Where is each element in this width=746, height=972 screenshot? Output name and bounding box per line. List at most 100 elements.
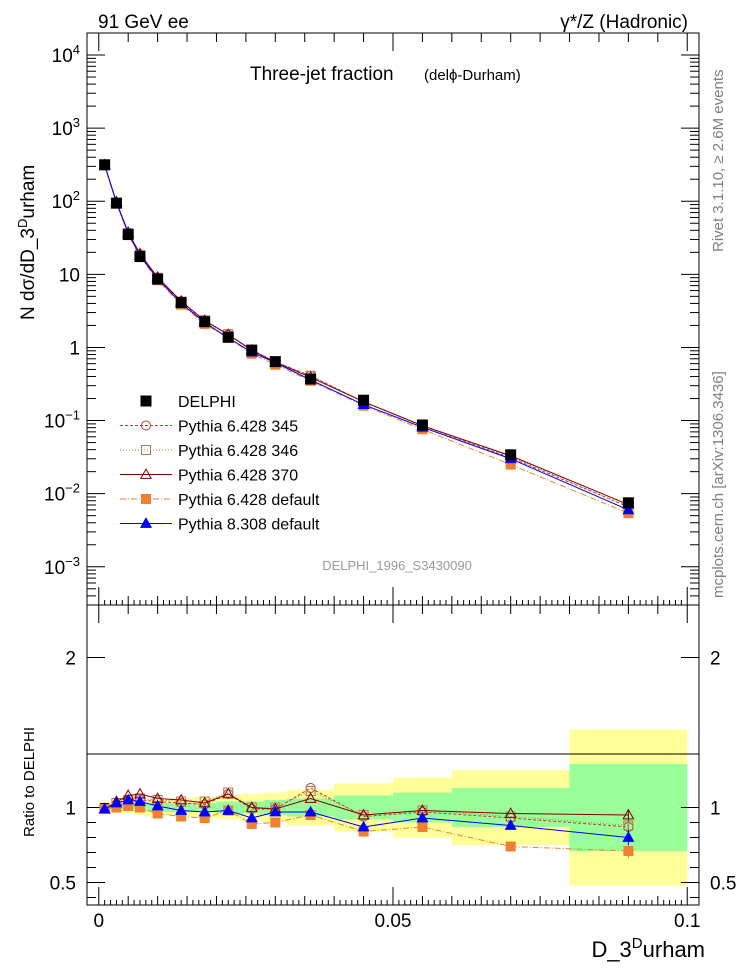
ratio-plot-frame: [86, 604, 700, 906]
data-point-delphi: [358, 394, 370, 406]
ratio-point-pythia-6-428-default: [417, 822, 428, 832]
series-line-pythia-6-428-default: [104, 165, 629, 514]
data-point-delphi: [175, 297, 187, 309]
ratio-y-tick-label: 0.5: [50, 874, 76, 895]
ratio-y-tick-label-right: 0.5: [710, 874, 736, 895]
ratio-point-pythia-8-308-default: [357, 820, 370, 832]
legend-marker: [139, 468, 153, 479]
data-point-pythia-8-308-default: [622, 503, 635, 515]
ratio-point-pythia-8-308-default: [98, 802, 111, 814]
legend-marker: [141, 445, 151, 455]
legend-marker: [141, 494, 151, 504]
data-point-delphi: [134, 251, 146, 263]
ratio-point-pythia-8-308-default: [110, 796, 123, 808]
header-left: 91 GeV ee: [98, 12, 189, 33]
ratio-point-pythia-6-428-370: [175, 793, 188, 805]
ratio-line-pythia-6-428-370: [104, 793, 629, 816]
ratio-point-pythia-8-308-default: [245, 811, 258, 823]
legend-marker: [141, 420, 151, 431]
legend: DELPHI Pythia 6.428 345 Pythia 6.428 346 Py…: [120, 394, 320, 534]
data-point-delphi: [199, 316, 211, 328]
ratio-point-pythia-8-308-default: [416, 811, 429, 823]
legend-entry-delphi: DELPHI: [140, 394, 236, 411]
legend-entry-pythia-6-428-345: Pythia 6.428 345: [120, 419, 298, 436]
ratio-point-pythia-8-308-default: [222, 804, 235, 815]
ratio-point-pythia-6-428-default: [152, 808, 163, 819]
ratio-point-pythia-6-428-346: [305, 786, 316, 796]
legend-label: Pythia 8.308 default: [178, 517, 320, 534]
ratio-y-tick-label-right: 2: [710, 649, 721, 670]
legend-entry-pythia-8-308-default: Pythia 8.308 default: [120, 517, 320, 534]
data-point-delphi: [305, 373, 317, 385]
ratio-band-green: [334, 795, 393, 820]
legend-label: Pythia 6.428 370: [178, 468, 298, 485]
data-point-delphi: [505, 449, 517, 461]
series-delphi: [99, 159, 634, 509]
ratio-series-pythia-8-308-default: [98, 793, 635, 842]
legend-label: DELPHI: [178, 394, 236, 411]
ratio-point-pythia-6-428-370: [245, 801, 258, 812]
data-point-delphi: [269, 356, 281, 368]
data-point-delphi: [622, 497, 634, 509]
ratio-point-pythia-8-308-default: [151, 799, 164, 811]
main-y-tick-label: 1: [69, 338, 80, 359]
data-point-delphi: [122, 229, 134, 241]
legend-marker: [139, 517, 153, 528]
legend-entry-pythia-6-428-370: Pythia 6.428 370: [120, 468, 298, 485]
header-right: γ*/Z (Hadronic): [560, 12, 688, 33]
ratio-uncertainty-bands: [98, 729, 688, 886]
analysis-id: DELPHI_1996_S3430090: [322, 558, 472, 573]
ratio-series-layer: [98, 783, 635, 859]
ratio-axis-ticks: 0.5 0.5 1 1 2 2 0 0.05 0.1: [50, 605, 736, 932]
series-pythia-6-428-default: [99, 160, 634, 519]
main-y-tick-label: 103: [52, 115, 80, 140]
ratio-point-pythia-6-428-370: [222, 787, 235, 799]
ratio-point-pythia-8-308-default: [198, 805, 211, 817]
ratio-point-pythia-6-428-370: [304, 792, 317, 803]
legend-label: Pythia 6.428 346: [178, 443, 298, 460]
data-point-delphi: [222, 331, 234, 343]
series-pythia-8-308-default: [98, 158, 635, 515]
main-y-axis-label: N dσ/dD_3Durham: [15, 165, 39, 320]
ratio-point-pythia-6-428-370: [357, 808, 370, 820]
main-subtitle: (delϕ-Durham): [424, 67, 521, 84]
side-label-mcplots: mcplots.cern.ch [arXiv:1306.3436]: [710, 371, 727, 598]
legend-entry-pythia-6-428-default: Pythia 6.428 default: [120, 492, 320, 509]
data-point-delphi: [152, 273, 164, 285]
legend-label: Pythia 6.428 default: [178, 492, 320, 509]
data-point-delphi: [99, 159, 111, 171]
main-y-tick-label: 10−2: [44, 481, 80, 506]
data-point-delphi: [416, 419, 428, 431]
ratio-point-pythia-6-428-default: [270, 817, 281, 828]
ratio-point-pythia-8-308-default: [175, 804, 188, 815]
legend-marker: [140, 395, 152, 407]
data-point-delphi: [246, 344, 258, 356]
ratio-point-pythia-8-308-default: [504, 819, 517, 830]
ratio-y-tick-label: 2: [65, 649, 76, 670]
data-point-delphi: [110, 197, 122, 209]
ratio-point-pythia-8-308-default: [304, 805, 317, 817]
ratio-point-pythia-8-308-default: [122, 793, 135, 805]
legend-label: Pythia 6.428 345: [178, 419, 298, 436]
ratio-point-pythia-8-308-default: [133, 795, 146, 806]
ratio-y-tick-label-right: 1: [710, 799, 721, 820]
side-label-rivet: Rivet 3.1.10, ≥ 2.6M events: [710, 70, 727, 253]
ratio-point-pythia-6-428-370: [504, 807, 517, 818]
main-title: Three-jet fraction: [250, 64, 394, 85]
main-y-tick-label: 10: [59, 265, 80, 286]
main-y-tick-label: 104: [52, 42, 80, 67]
x-tick-label: 0.05: [375, 911, 412, 932]
ratio-point-pythia-8-308-default: [269, 805, 282, 817]
main-y-tick-label: 102: [52, 188, 80, 213]
x-tick-label: 0: [93, 911, 104, 932]
ratio-y-axis-label: Ratio to DELPHI: [21, 727, 38, 837]
legend-entry-pythia-6-428-346: Pythia 6.428 346: [120, 443, 298, 460]
x-axis-label: D_3Durham: [591, 935, 705, 962]
ratio-y-tick-label: 1: [65, 799, 76, 820]
main-series-layer: [98, 158, 635, 519]
x-tick-label: 0.1: [674, 911, 700, 932]
main-y-tick-label: 10−1: [44, 408, 80, 433]
main-y-tick-label: 10−3: [44, 554, 80, 579]
main-axis-ticks: 10−3 10−2 10−1 1 10 102 103 104: [44, 32, 699, 606]
